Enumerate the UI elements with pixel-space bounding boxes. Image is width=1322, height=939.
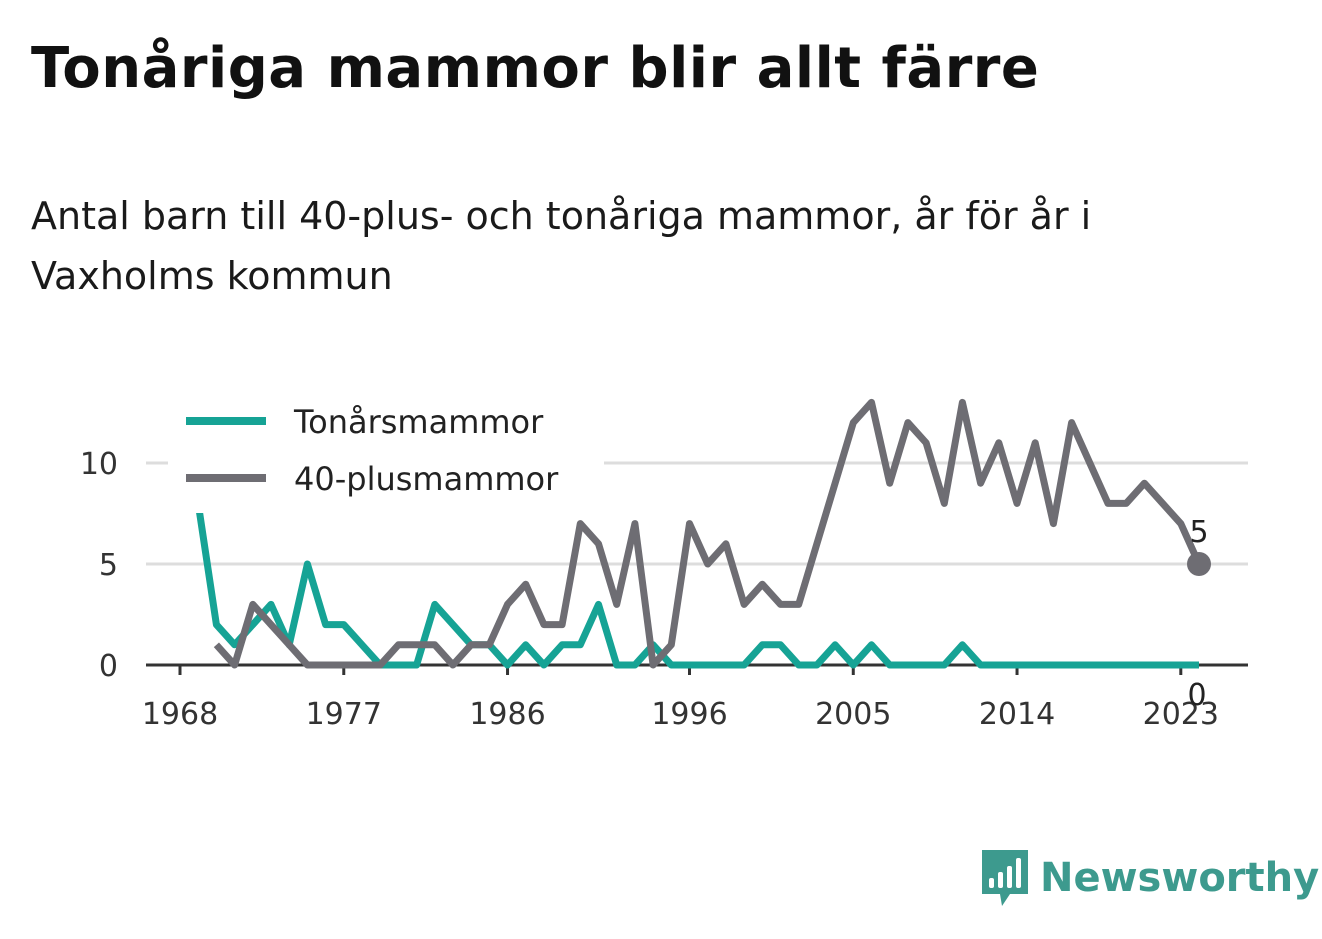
legend-label-teen: Tonårsmammor <box>293 403 544 441</box>
brand-name: Newsworthy <box>1040 855 1320 901</box>
newsworthy-logo-icon <box>982 850 1028 906</box>
x-tick-label: 2005 <box>815 697 891 732</box>
end-label-plus40: 5 <box>1189 515 1208 550</box>
series-line-teen <box>194 502 1199 669</box>
end-labels: 05 <box>1187 515 1211 713</box>
series-line-plus40 <box>213 398 1203 669</box>
legend-background <box>168 395 604 513</box>
y-axis-ticks: 0 5 10 <box>80 447 118 684</box>
chart-subtitle: Antal barn till 40-plus- och tonåriga ma… <box>31 194 1092 298</box>
x-tick-label: 2023 <box>1143 697 1219 732</box>
legend: Tonårsmammor 40-plusmammor <box>168 395 604 513</box>
x-axis-ticks: 1968 1977 1986 1996 2005 2014 2023 <box>142 665 1219 732</box>
brand: Newsworthy <box>980 848 1319 908</box>
x-tick-label: 1977 <box>306 697 382 732</box>
end-point-plus40 <box>1187 552 1211 576</box>
end-label-teen: 0 <box>1187 678 1206 713</box>
y-tick-label: 5 <box>99 548 118 583</box>
x-tick-label: 1996 <box>651 697 727 732</box>
series-lines <box>194 398 1203 669</box>
x-tick-label: 2014 <box>979 697 1055 732</box>
x-tick-label: 1968 <box>142 697 218 732</box>
y-tick-label: 10 <box>80 447 118 482</box>
chart-title: Tonåriga mammor blir allt färre <box>31 36 1040 101</box>
x-tick-label: 1986 <box>469 697 545 732</box>
legend-label-plus40: 40-plusmammor <box>294 460 559 498</box>
y-tick-label: 0 <box>99 649 118 684</box>
